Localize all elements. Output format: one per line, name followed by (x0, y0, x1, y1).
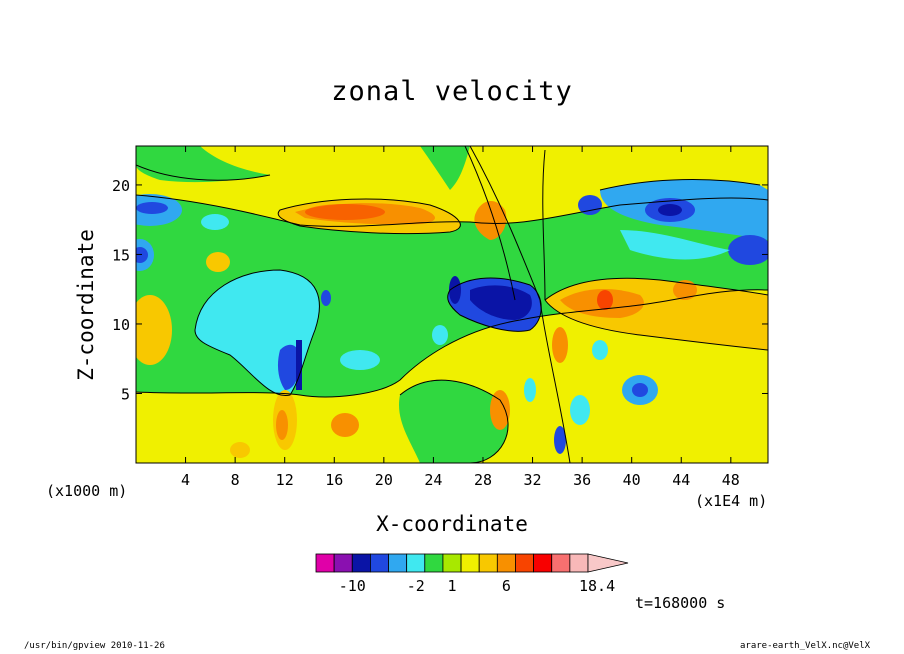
x-tick-label: 36 (573, 471, 591, 489)
y-tick-label: 10 (112, 316, 130, 334)
x-tick-label: 20 (375, 471, 393, 489)
x-tick-label: 32 (524, 471, 542, 489)
y-tick-label: 5 (121, 385, 130, 403)
x-tick-label: 24 (424, 471, 442, 489)
colorbar-cell (315, 553, 335, 573)
colorbar-cell (333, 553, 353, 573)
x-tick-label: 44 (672, 471, 690, 489)
colorbar-cell (496, 553, 516, 573)
y-tick-label: 20 (112, 177, 130, 195)
colorbar-label: 1 (447, 577, 456, 595)
colorbar-cell (460, 553, 480, 573)
x-tick-label: 12 (276, 471, 294, 489)
x-tick-label: 48 (722, 471, 740, 489)
x-axis-label: X-coordinate (376, 512, 528, 536)
contour-field (136, 146, 768, 463)
colorbar: -10 -2 1 6 18.4 (315, 553, 629, 595)
colorbar-label: -10 (339, 577, 366, 595)
colorbar-label: 6 (502, 577, 511, 595)
colorbar-cell (551, 553, 571, 573)
footer-left: /usr/bin/gpview 2010-11-26 (24, 641, 165, 651)
chart-title: zonal velocity (331, 76, 573, 107)
colorbar-cell (569, 553, 589, 573)
colorbar-cell (388, 553, 408, 573)
x-tick-label: 4 (181, 471, 190, 489)
colorbar-cell (424, 553, 444, 573)
y-axis-label: Z-coordinate (74, 229, 98, 381)
colorbar-cell (533, 553, 553, 573)
plot-frame (135, 145, 769, 464)
x-tick-label: 8 (231, 471, 240, 489)
colorbar-cell (351, 553, 371, 573)
colorbar-cell (406, 553, 426, 573)
footer-right: arare-earth_VelX.nc@VelX (740, 641, 871, 651)
colorbar-cell (515, 553, 535, 573)
y-tick-label: 15 (112, 246, 130, 264)
x-unit-label: (x1000 m) (46, 482, 128, 500)
colorbar-cell (478, 553, 498, 573)
x-scale-label: (x1E4 m) (695, 492, 768, 510)
time-label: t=168000 s (635, 594, 726, 612)
x-tick-label: 28 (474, 471, 492, 489)
x-axis: 4 8 12 16 20 24 28 32 36 40 44 48 (181, 146, 740, 489)
colorbar-arrow (587, 553, 629, 573)
y-axis: 5 10 15 20 (112, 177, 768, 403)
colorbar-cell (442, 553, 462, 573)
colorbar-label: 18.4 (579, 577, 615, 595)
colorbar-label: -2 (407, 577, 425, 595)
x-tick-label: 40 (623, 471, 641, 489)
colorbar-cell (369, 553, 389, 573)
x-tick-label: 16 (325, 471, 343, 489)
